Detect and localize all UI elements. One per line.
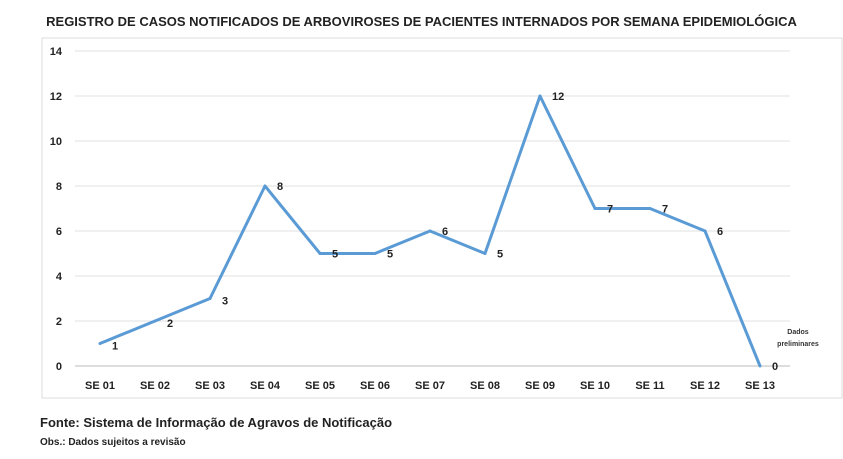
source-note: Fonte: Sistema de Informação de Agravos … — [40, 415, 393, 430]
data-point — [153, 319, 157, 323]
x-tick-label: SE 06 — [360, 380, 390, 392]
x-tick-label: SE 10 — [580, 380, 610, 392]
x-tick-label: SE 02 — [140, 380, 170, 392]
data-point — [703, 229, 707, 233]
x-tick-label: SE 04 — [250, 380, 281, 392]
x-tick-label: SE 13 — [745, 380, 775, 392]
x-tick-label: SE 08 — [470, 380, 500, 392]
data-point — [263, 184, 267, 188]
y-tick-label: 6 — [56, 226, 62, 238]
y-tick-label: 0 — [56, 361, 62, 373]
chart-border — [41, 37, 843, 399]
data-label: 6 — [442, 226, 448, 238]
data-label: 7 — [662, 204, 668, 216]
y-tick-label: 14 — [50, 46, 63, 58]
data-label: 0 — [772, 361, 778, 373]
data-point — [98, 342, 102, 345]
data-label: 3 — [222, 296, 228, 308]
y-tick-label: 4 — [56, 271, 63, 283]
data-label: 2 — [167, 318, 173, 330]
data-label: 5 — [332, 249, 338, 261]
x-tick-label: SE 05 — [305, 380, 335, 392]
x-tick-label: SE 03 — [195, 380, 225, 392]
data-label: 8 — [277, 181, 283, 193]
data-label: 5 — [387, 249, 393, 261]
data-point — [318, 252, 322, 255]
data-label: 12 — [552, 91, 564, 103]
data-label: 5 — [497, 249, 503, 261]
data-point — [538, 94, 542, 98]
x-tick-label: SE 12 — [690, 380, 720, 392]
y-tick-label: 2 — [56, 316, 62, 328]
x-tick-label: SE 01 — [85, 380, 115, 392]
x-tick-label: SE 09 — [525, 380, 555, 392]
y-tick-label: 8 — [56, 181, 62, 193]
y-tick-label: 10 — [50, 136, 62, 148]
annotation-text: preliminares — [777, 341, 819, 348]
data-label: 6 — [717, 226, 723, 238]
data-point — [593, 207, 597, 210]
obs-note: Obs.: Dados sujeitos a revisão — [40, 437, 186, 448]
data-label: 1 — [112, 341, 118, 353]
data-point — [208, 297, 212, 300]
data-point — [373, 252, 377, 255]
x-tick-label: SE 07 — [415, 380, 445, 392]
data-label: 7 — [607, 204, 613, 216]
y-tick-label: 12 — [50, 91, 62, 103]
annotation-text: Dados — [787, 329, 809, 336]
chart-title: REGISTRO DE CASOS NOTIFICADOS DE ARBOVIR… — [46, 14, 797, 29]
data-point — [483, 252, 487, 255]
x-tick-label: SE 11 — [635, 380, 664, 392]
data-point — [758, 364, 762, 368]
data-point — [428, 229, 432, 233]
data-point — [648, 207, 652, 210]
